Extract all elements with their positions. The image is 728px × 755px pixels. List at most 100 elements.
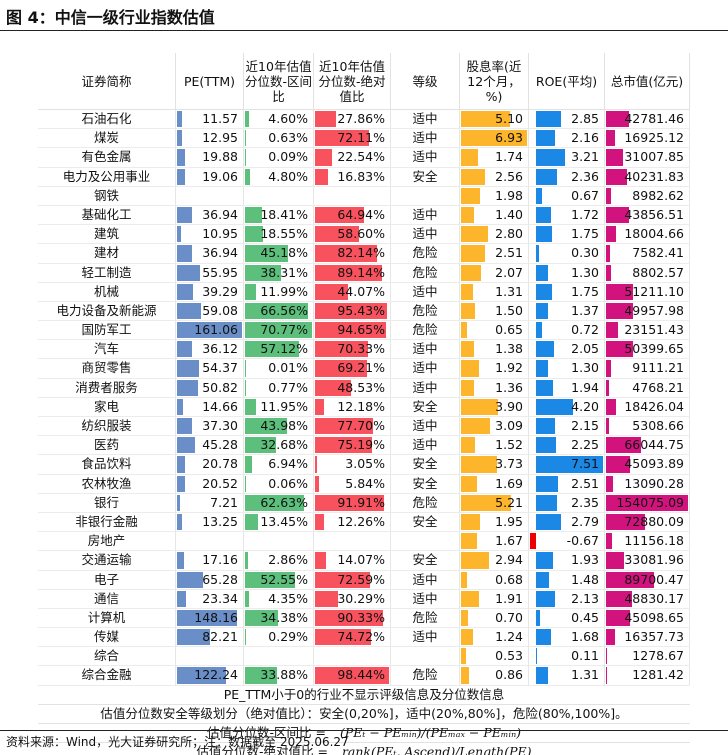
roe-value: 2.05 <box>571 341 599 357</box>
interval-data-bar <box>245 206 263 224</box>
interval-value: 45.18% <box>260 245 308 261</box>
pe-data-bar <box>177 629 211 646</box>
absolute-data-bar <box>315 379 352 396</box>
roe-value: 0.11 <box>571 648 599 664</box>
cell-roe: 2.16 <box>529 129 605 148</box>
roe-value: 0.67 <box>571 187 599 203</box>
table-row: 食品饮料 20.78 6.94% 3.05% 安全 3.73 7.51 45093.89 <box>38 455 690 475</box>
pe-data-bar <box>177 571 204 588</box>
cell-mcap: 43856.51 <box>605 205 690 225</box>
roe-value: 3.21 <box>571 149 599 165</box>
cell-interval: 13.45% <box>244 512 314 532</box>
pe-value: 19.88 <box>202 149 238 165</box>
table-row: 计算机 148.16 34.38% 90.33% 危险 0.70 0.45 45098.65 <box>38 608 690 629</box>
pe-data-bar <box>177 226 182 243</box>
absolute-value: 74.72% <box>337 629 385 645</box>
cell-interval <box>244 186 314 205</box>
absolute-value: 90.33% <box>337 609 385 625</box>
dividend-value: 1.31 <box>495 283 523 299</box>
cell-pe <box>176 532 244 551</box>
dividend-value: 1.36 <box>495 379 523 395</box>
pe-data-bar <box>177 245 192 262</box>
roe-data-bar <box>535 648 537 665</box>
dividend-value: 1.40 <box>495 206 523 222</box>
valuation-table: 证券简称 PE(TTM) 近10年估值分位数-区间比 近10年估值分位数-绝对值比 等级… <box>38 53 690 755</box>
cell-mcap: 72880.09 <box>605 512 690 532</box>
dividend-data-bar <box>461 360 480 377</box>
interval-data-bar <box>245 226 263 243</box>
header-pe: PE(TTM) <box>176 53 244 109</box>
cell-mcap: 45098.65 <box>605 608 690 628</box>
pe-value: 82.21 <box>202 629 238 645</box>
interval-data-bar <box>245 360 246 377</box>
pe-value: 65.28 <box>202 571 238 587</box>
pe-value: 55.95 <box>202 264 238 280</box>
dividend-data-bar <box>461 456 497 473</box>
name-value: 银行 <box>93 494 119 510</box>
cell-dividend: 0.86 <box>460 666 529 685</box>
mcap-data-bar <box>606 379 609 396</box>
absolute-data-bar <box>315 437 372 454</box>
roe-value: 0.45 <box>571 609 599 625</box>
mcap-data-bar <box>606 571 654 588</box>
grade-value: 安全 <box>412 475 438 491</box>
cell-pe: 14.66 <box>176 397 244 416</box>
cell-dividend: 2.07 <box>460 263 529 282</box>
cell-pe: 20.52 <box>176 474 244 493</box>
mcap-data-bar <box>606 552 624 569</box>
dividend-data-bar <box>461 226 488 243</box>
cell-roe: 2.13 <box>529 589 605 608</box>
name-value: 建筑 <box>93 226 119 242</box>
cell-interval: 38.31% <box>244 263 314 282</box>
cell-roe: 3.21 <box>529 148 605 167</box>
cell-name: 消费者服务 <box>38 378 176 397</box>
roe-value: 1.94 <box>571 379 599 395</box>
mcap-value: 18426.04 <box>624 398 684 414</box>
cell-pe: 50.82 <box>176 378 244 397</box>
interval-data-bar <box>245 264 282 281</box>
pe-value: 11.57 <box>202 111 238 126</box>
cell-dividend: 1.69 <box>460 474 529 493</box>
cell-name: 机械 <box>38 282 176 301</box>
cell-name: 家电 <box>38 397 176 416</box>
cell-dividend: 5.21 <box>460 493 529 512</box>
pe-data-bar <box>177 130 183 147</box>
dividend-data-bar <box>461 187 480 204</box>
interval-data-bar <box>245 130 246 147</box>
interval-data-bar <box>245 418 287 435</box>
pe-value: 13.25 <box>202 513 238 529</box>
interval-value: 2.86% <box>268 552 308 568</box>
absolute-data-bar <box>315 398 325 415</box>
dividend-data-bar <box>461 111 510 128</box>
cell-name: 建材 <box>38 244 176 263</box>
cell-grade: 安全 <box>391 167 460 186</box>
grade-value: 适中 <box>412 360 438 376</box>
cell-mcap: 49957.98 <box>605 301 690 321</box>
absolute-data-bar <box>315 226 360 243</box>
cell-roe: 1.30 <box>529 359 605 378</box>
roe-data-bar <box>535 341 555 358</box>
name-value: 医药 <box>93 437 119 453</box>
cell-name: 电子 <box>38 570 176 589</box>
roe-data-bar <box>535 226 552 243</box>
grade-value: 适中 <box>412 341 438 357</box>
mcap-value: 72880.09 <box>624 513 684 529</box>
cell-pe: 36.94 <box>176 205 244 225</box>
table-row: 建筑 10.95 18.55% 58.60% 适中 2.80 1.75 18004.66 <box>38 225 690 245</box>
absolute-value: 27.86% <box>337 111 385 126</box>
name-value: 商贸零售 <box>81 360 132 376</box>
dividend-value: 0.53 <box>495 648 523 664</box>
grade-value: 安全 <box>412 398 438 414</box>
source-divider <box>0 730 728 731</box>
cell-pe <box>176 647 244 666</box>
dividend-data-bar <box>461 418 491 435</box>
interval-value: 38.31% <box>260 264 308 280</box>
interval-value: 52.55% <box>260 571 308 587</box>
cell-grade: 适中 <box>391 282 460 301</box>
cell-roe: 1.94 <box>529 378 605 397</box>
mcap-value: 40231.83 <box>624 168 684 184</box>
cell-roe: 2.85 <box>529 110 605 129</box>
header-grade: 等级 <box>391 53 460 109</box>
dividend-data-bar <box>461 206 475 224</box>
mcap-data-bar <box>606 648 607 665</box>
